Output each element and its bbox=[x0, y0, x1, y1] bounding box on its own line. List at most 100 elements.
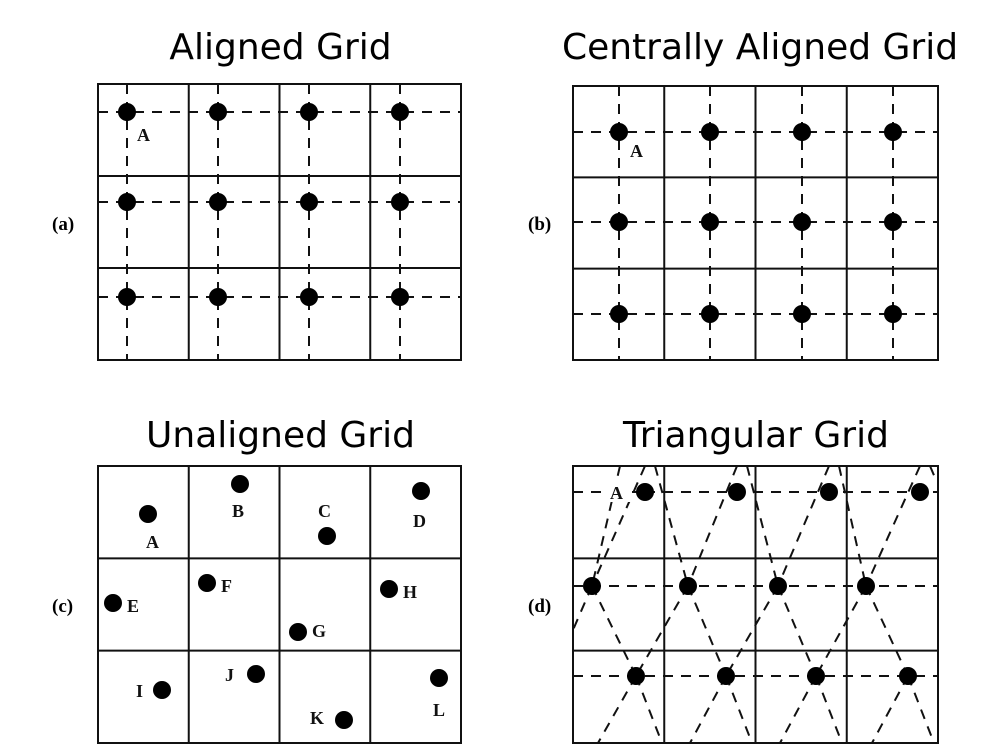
panel-label-a: (a) bbox=[52, 214, 74, 235]
point-label-a: A bbox=[137, 125, 150, 145]
point-label-c-a: A bbox=[146, 532, 159, 552]
grid-a bbox=[97, 83, 462, 361]
point-label-d-bg bbox=[606, 480, 632, 502]
dashed-guide-line bbox=[591, 465, 646, 587]
dashed-guide-line bbox=[838, 465, 867, 587]
title-aligned-grid: Aligned Grid bbox=[169, 27, 392, 68]
dashed-guide-line bbox=[635, 675, 663, 744]
grid-c bbox=[97, 465, 462, 744]
sample-point bbox=[793, 213, 811, 231]
panel-c: (c) A B C D E F G H I J K L bbox=[52, 465, 462, 744]
sample-point bbox=[300, 288, 318, 306]
points-b bbox=[610, 123, 902, 323]
points-c bbox=[104, 475, 448, 729]
dashed-guide-line bbox=[929, 465, 937, 481]
dashed-guide-line bbox=[687, 585, 727, 677]
point-label-c-k: K bbox=[310, 708, 324, 728]
panel-label-b: (b) bbox=[528, 214, 551, 235]
sample-point bbox=[139, 505, 157, 523]
sample-point bbox=[209, 193, 227, 211]
sample-point bbox=[884, 213, 902, 231]
sample-point bbox=[679, 577, 697, 595]
sample-point bbox=[247, 665, 265, 683]
point-label-c-f: F bbox=[221, 576, 232, 596]
sample-point bbox=[884, 123, 902, 141]
sample-point bbox=[793, 123, 811, 141]
point-label-c-j: J bbox=[225, 665, 234, 685]
sample-point bbox=[728, 483, 746, 501]
sample-point bbox=[717, 667, 735, 685]
dashed-guide-line bbox=[865, 585, 909, 677]
sample-point bbox=[335, 711, 353, 729]
point-label-c-e: E bbox=[127, 596, 139, 616]
points-d bbox=[583, 483, 929, 685]
sample-point bbox=[793, 305, 811, 323]
dashed-guide-line bbox=[815, 675, 843, 744]
panel-label-c: (c) bbox=[52, 596, 73, 617]
point-label-c-d: D bbox=[413, 511, 426, 531]
title-triangular-grid: Triangular Grid bbox=[623, 415, 889, 456]
sample-point bbox=[583, 577, 601, 595]
sample-point bbox=[300, 103, 318, 121]
sample-point bbox=[701, 123, 719, 141]
dashed-guide-line bbox=[777, 585, 817, 677]
title-unaligned-grid: Unaligned Grid bbox=[146, 415, 415, 456]
sample-point bbox=[820, 483, 838, 501]
point-label-c-l: L bbox=[433, 700, 445, 720]
sample-point bbox=[380, 580, 398, 598]
dashed-guide-line bbox=[635, 585, 689, 677]
sample-point bbox=[701, 213, 719, 231]
point-label-c-g: G bbox=[312, 621, 326, 641]
sample-point bbox=[430, 669, 448, 687]
sample-point bbox=[209, 103, 227, 121]
panel-a: (a) A bbox=[52, 83, 462, 361]
dashed-guide-line bbox=[907, 675, 935, 744]
panel-b: (b) A bbox=[528, 85, 939, 361]
sample-point bbox=[610, 305, 628, 323]
panel-label-d: (d) bbox=[528, 596, 551, 617]
dashed-guide-line bbox=[687, 465, 738, 587]
sample-point bbox=[300, 193, 318, 211]
sample-point bbox=[118, 288, 136, 306]
sample-point bbox=[391, 288, 409, 306]
sample-point bbox=[899, 667, 917, 685]
point-label-c-i: I bbox=[136, 681, 143, 701]
dashed-guide-line bbox=[779, 675, 817, 744]
dashed-guide-line bbox=[591, 585, 637, 677]
dashed-guide-line bbox=[689, 675, 727, 744]
points-a bbox=[118, 103, 409, 306]
dashed-guide-line bbox=[725, 585, 779, 677]
dashed-guide-line bbox=[865, 465, 921, 587]
title-centrally-aligned-grid: Centrally Aligned Grid bbox=[561, 27, 959, 68]
dashed-guide-line bbox=[597, 675, 637, 744]
sample-point bbox=[318, 527, 336, 545]
grid-d bbox=[572, 465, 939, 744]
sample-point bbox=[118, 193, 136, 211]
dashed-guide-line bbox=[871, 675, 909, 744]
sample-point bbox=[289, 623, 307, 641]
sample-point bbox=[104, 594, 122, 612]
sample-point bbox=[153, 681, 171, 699]
point-label-b: A bbox=[630, 141, 643, 161]
sample-point bbox=[857, 577, 875, 595]
sample-point bbox=[198, 574, 216, 592]
sample-point bbox=[231, 475, 249, 493]
sample-point bbox=[701, 305, 719, 323]
sample-point bbox=[412, 482, 430, 500]
dashed-guide-line bbox=[654, 465, 689, 587]
sample-point bbox=[118, 103, 136, 121]
sample-point bbox=[636, 483, 654, 501]
dashed-guide-line bbox=[746, 465, 779, 587]
sample-point bbox=[391, 103, 409, 121]
dashed-guide-line bbox=[815, 585, 867, 677]
sample-point bbox=[610, 123, 628, 141]
dashed-guide-line bbox=[777, 465, 830, 587]
guides-a bbox=[98, 84, 461, 360]
sample-point bbox=[807, 667, 825, 685]
sample-point bbox=[391, 193, 409, 211]
point-label-c-b: B bbox=[232, 501, 244, 521]
point-label-d: A bbox=[610, 483, 623, 503]
dashed-guide-line bbox=[725, 675, 753, 744]
panel-d: (d) A bbox=[528, 465, 939, 744]
